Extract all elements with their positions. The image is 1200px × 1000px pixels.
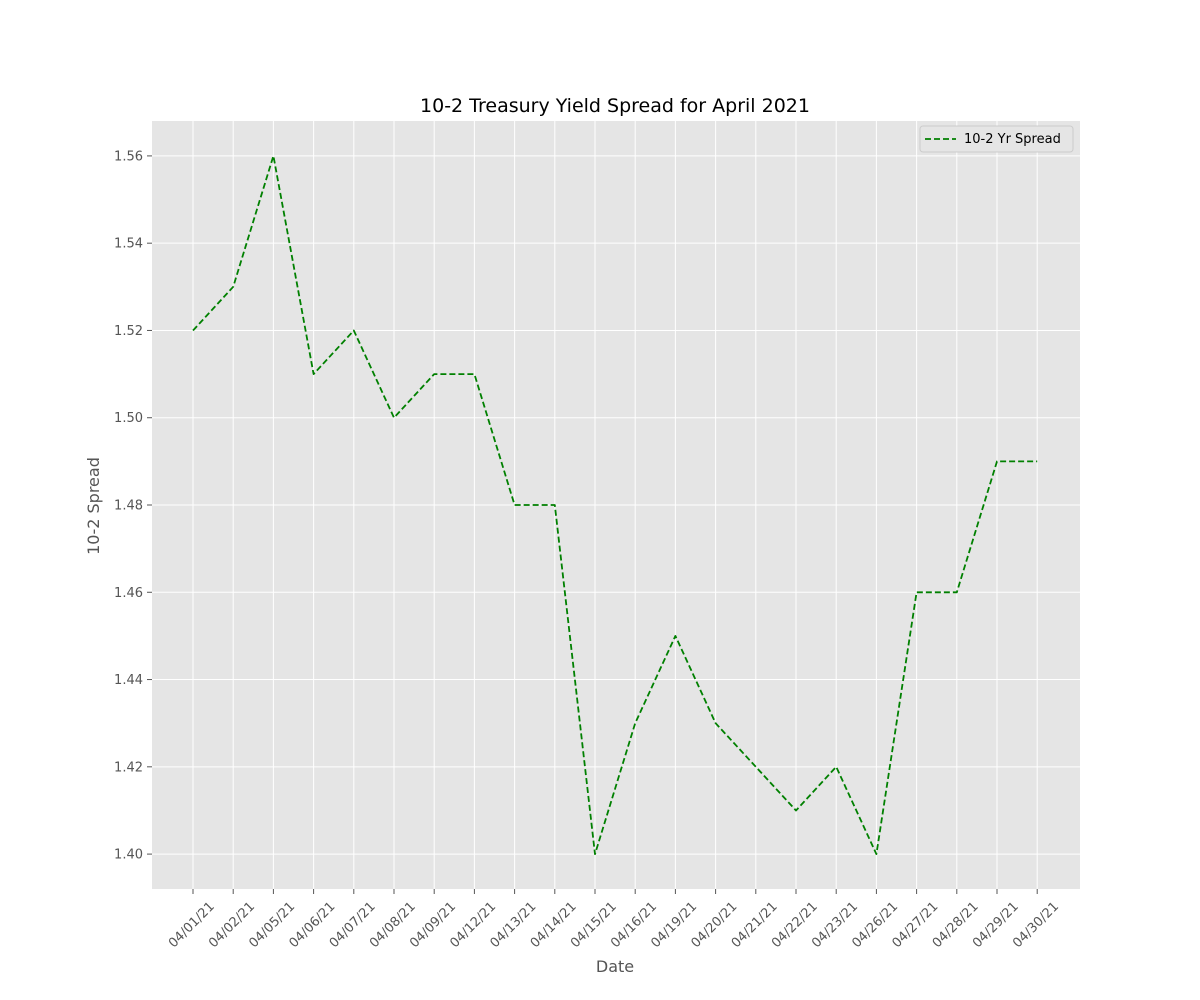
x-axis-label: Date: [596, 957, 634, 976]
y-tick-label: 1.42: [114, 760, 143, 775]
y-axis-label: 10-2 Spread: [84, 457, 103, 555]
y-tick-label: 1.48: [114, 499, 143, 514]
y-tick-label: 1.52: [114, 324, 143, 339]
y-tick-label: 1.56: [114, 149, 143, 164]
y-grid: [152, 155, 1080, 855]
y-tick-label: 1.50: [114, 411, 143, 426]
legend-label: 10-2 Yr Spread: [964, 132, 1061, 147]
y-tick-label: 1.54: [114, 237, 143, 252]
series-layer: [192, 154, 1038, 855]
y-tick-label: 1.46: [114, 586, 143, 601]
y-tick-label: 1.40: [114, 848, 143, 863]
chart-title: 10-2 Treasury Yield Spread for April 202…: [420, 95, 810, 117]
legend: 10-2 Yr Spread: [919, 125, 1074, 153]
legend-box: [919, 125, 1074, 153]
x-ticks: 04/01/2104/02/2104/05/2104/06/2104/07/21…: [166, 889, 1062, 951]
y-tick-label: 1.44: [114, 673, 143, 688]
series-line: [192, 154, 1038, 855]
y-ticks: 1.40 1.42 1.44 1.46 1.48 1.50 1.52 1.54 1.56: [114, 149, 152, 863]
